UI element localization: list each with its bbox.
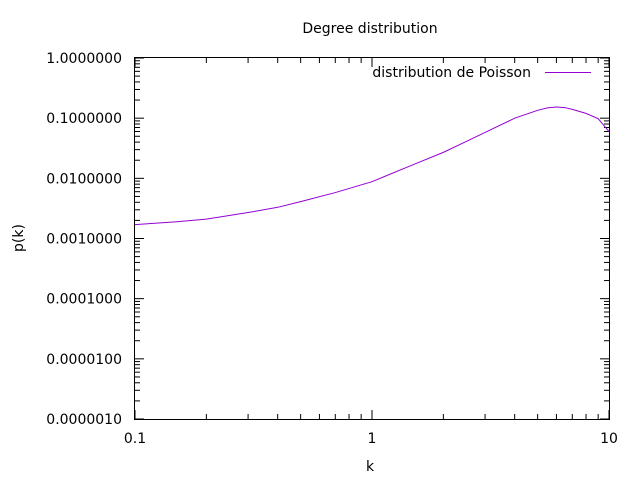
legend: distribution de Poisson	[372, 65, 591, 81]
x-tick-label: 0.1	[124, 431, 146, 447]
series-layer	[134, 106, 610, 226]
chart-title: Degree distribution	[302, 21, 437, 37]
x-axis-label: k	[366, 459, 375, 475]
y-axis-label: p(k)	[11, 224, 27, 252]
y-tick-label: 0.1000000	[46, 111, 122, 127]
y-tick-label: 0.0000010	[46, 412, 122, 428]
y-tick-label: 0.0000100	[46, 352, 122, 368]
y-tick-label: 1.0000000	[46, 51, 122, 67]
legend-label: distribution de Poisson	[372, 65, 531, 81]
y-tick-label: 0.0100000	[46, 171, 122, 187]
series-line-0	[134, 106, 610, 226]
y-tick-label: 0.0001000	[46, 292, 122, 308]
plot-frame	[134, 57, 610, 420]
y-tick-label: 0.0010000	[46, 232, 122, 248]
axis-ticks: 0.1 1 10 1.0000000 0.1000000 0.0100000 0.00100…	[46, 51, 618, 447]
x-tick-label: 10	[600, 431, 618, 447]
x-tick-label: 1	[368, 431, 377, 447]
